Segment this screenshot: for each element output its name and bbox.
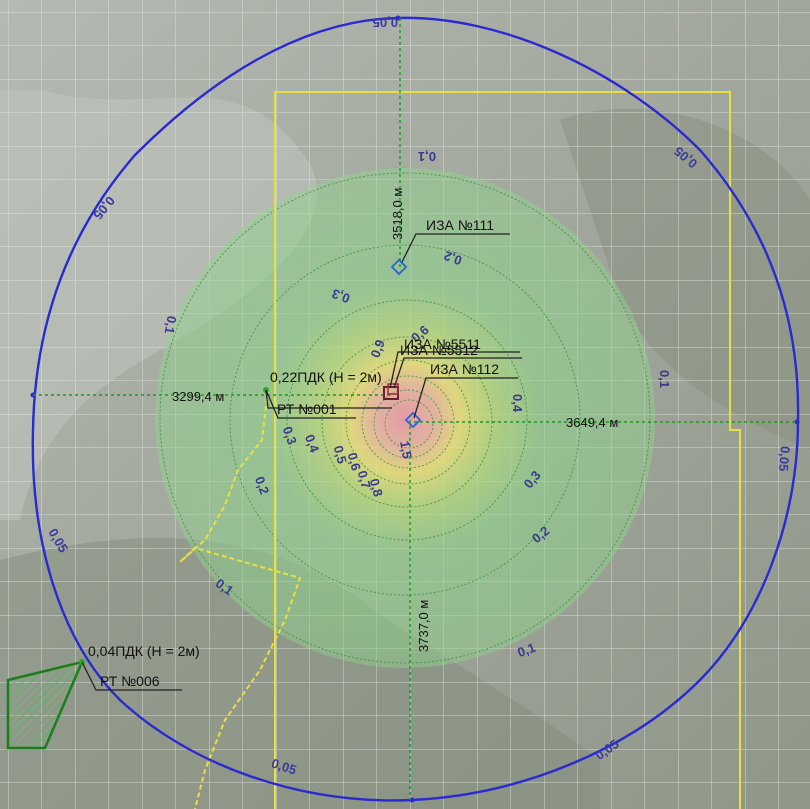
distance-east: 3649,4 м — [566, 415, 618, 430]
territory-boundary-dashed — [179, 389, 302, 809]
rt006-value: 0,04ПДК (Н = 2м) — [88, 643, 200, 659]
rt001-value: 0,22ПДК (Н = 2м) — [270, 369, 382, 385]
iso-label-0-4-w: 0,4 — [302, 432, 323, 455]
iso-label-0-2-w: 0,2 — [252, 474, 272, 496]
iso-label-0-8: 0,8 — [367, 477, 386, 498]
iza112-label: ИЗА №112 — [430, 361, 499, 377]
residential-zone-polygon — [6, 660, 85, 750]
iza111-marker[interactable] — [390, 258, 408, 276]
outer-label-top: 0,05 — [373, 15, 398, 30]
iso-label-0-1-w: 0,1 — [162, 315, 180, 335]
distance-north: 3518,0 м — [390, 188, 405, 240]
distance-south: 3737,0 м — [416, 600, 431, 652]
iza5512-marker[interactable] — [387, 383, 399, 395]
callout-leaders — [81, 233, 522, 691]
iso-label-0-5: 0,5 — [331, 444, 350, 465]
rt001-name: РТ №001 — [277, 401, 337, 417]
rt006-name: РТ №006 — [100, 673, 160, 689]
iso-label-0-1-se: 0,1 — [515, 640, 537, 660]
iso-label-0-3-n: 0,3 — [330, 286, 352, 306]
iza112-marker[interactable] — [404, 411, 422, 429]
iza5512-label: ИЗА №5512 — [400, 342, 478, 358]
iso-label-0-7: 0,7 — [355, 469, 374, 490]
contour-tick-marks — [30, 15, 800, 803]
iso-label-0-9: 0,9 — [367, 338, 387, 360]
outer-label-s: 0,05 — [270, 755, 299, 777]
sanitary-zone-boundary — [274, 91, 741, 809]
iso-label-0-4-e: 0,4 — [510, 394, 525, 413]
iso-label-0-1-e: 0,1 — [657, 370, 672, 388]
iso-label-0-3-w: 0,3 — [280, 424, 300, 446]
distance-axes — [33, 18, 798, 800]
iso-label-0-1-n: 0,1 — [418, 149, 436, 164]
iza111-label: ИЗА №111 — [426, 217, 494, 233]
iza5511-label: ИЗА №5511 — [404, 336, 481, 352]
outer-label-e: 0,05 — [776, 445, 793, 472]
iso-label-1-5: 1,5 — [397, 440, 415, 460]
iso-label-0-2-n: 0,2 — [442, 248, 464, 268]
distance-west: 3299,4 м — [172, 389, 224, 404]
iso-label-0-6: 0,6 — [345, 451, 364, 472]
